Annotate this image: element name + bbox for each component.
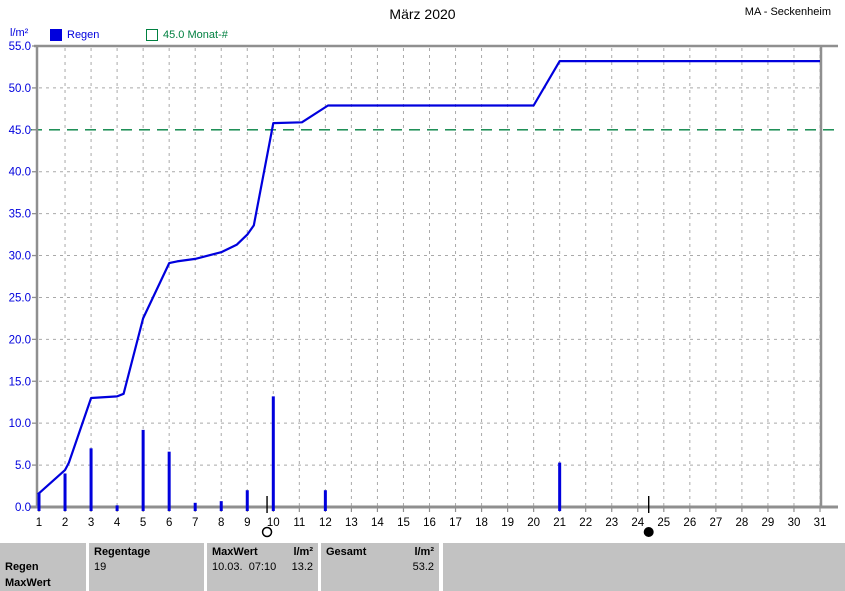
- svg-text:9: 9: [244, 517, 250, 529]
- svg-text:2: 2: [62, 517, 68, 529]
- svg-text:1: 1: [36, 517, 42, 529]
- station-label: MA - Seckenheim: [744, 6, 831, 18]
- cumulative-rain-line: [36, 59, 820, 496]
- maxwert-unit: l/m²: [293, 546, 313, 558]
- maxwert-amount: 13.2: [291, 561, 313, 573]
- gesamt-header: Gesamt: [326, 546, 367, 558]
- maxwert-value-row: 10.03. 07:10 13.2: [212, 560, 313, 574]
- y-axis-unit-label: l/m²: [10, 27, 29, 39]
- rain-bar-day-10: [271, 396, 275, 511]
- svg-text:8: 8: [218, 517, 224, 529]
- svg-text:13: 13: [345, 517, 358, 529]
- legend-item-regen: Regen: [50, 28, 99, 42]
- rain-bar-day-4: [115, 505, 119, 511]
- monat-reference-swatch-icon: [146, 29, 158, 41]
- svg-text:21: 21: [553, 517, 566, 529]
- rain-bar-day-21: [558, 462, 562, 511]
- rain-bar-day-3: [89, 448, 93, 511]
- svg-text:45.0: 45.0: [9, 125, 31, 137]
- y-axis-ticks-and-labels: 0.0 5.0 10.0 15.0 20.0 25.0 30.0 35.0 40.0 45.0 50…: [9, 41, 37, 514]
- summary-row-labels-column: Regen MaxWert: [0, 543, 86, 591]
- legend-item-monat-reference: 45.0 Monat-#: [146, 28, 228, 42]
- rain-bar-day-6: [167, 451, 171, 511]
- gesamt-value-row: 53.2: [326, 560, 434, 574]
- rain-bar-day-9: [245, 490, 249, 511]
- regen-swatch-icon: [50, 29, 62, 41]
- summary-column-maxwert: MaxWert l/m² 10.03. 07:10 13.2: [207, 543, 318, 591]
- gesamt-header-row: Gesamt l/m²: [326, 545, 434, 559]
- svg-text:4: 4: [114, 517, 121, 529]
- svg-text:11: 11: [293, 517, 305, 529]
- svg-text:0.0: 0.0: [15, 502, 31, 514]
- gesamt-amount: 53.2: [412, 561, 434, 573]
- summary-column-regentage: Regentage 19: [89, 543, 204, 591]
- summary-table: Regen MaxWert Regentage 19 MaxWert l/m² 1…: [0, 543, 845, 591]
- svg-text:10.0: 10.0: [9, 418, 31, 430]
- svg-text:18: 18: [475, 517, 488, 529]
- svg-text:20: 20: [527, 517, 540, 529]
- svg-text:22: 22: [579, 517, 592, 529]
- rain-bar-day-2: [63, 473, 67, 511]
- svg-text:15.0: 15.0: [9, 376, 31, 388]
- maxwert-datetime: 10.03. 07:10: [212, 561, 277, 573]
- svg-text:15: 15: [397, 517, 410, 529]
- rain-bar-day-1: [37, 492, 41, 511]
- summary-empty-column: [443, 543, 845, 591]
- gesamt-unit: l/m²: [414, 546, 434, 558]
- daily-rain-bars: [37, 396, 562, 511]
- svg-text:14: 14: [371, 517, 384, 529]
- legend-regen-label: Regen: [67, 29, 100, 41]
- regentage-value: 19: [94, 561, 107, 573]
- svg-text:5.0: 5.0: [15, 460, 31, 472]
- svg-text:31: 31: [814, 517, 827, 529]
- svg-text:26: 26: [683, 517, 696, 529]
- svg-text:16: 16: [423, 517, 436, 529]
- x-axis-ticks-and-labels: 1 2 3 4 5 6 7 8 9 10 11 12 13 14 15 16 17 18 19 20 21 22 23 24 2…: [36, 508, 827, 529]
- svg-text:25: 25: [657, 517, 670, 529]
- summary-column-gesamt: Gesamt l/m² 53.2: [321, 543, 439, 591]
- svg-text:3: 3: [88, 517, 94, 529]
- rain-chart-plot: 0.0 5.0 10.0 15.0 20.0 25.0 30.0 35.0 40.0 45.0 50…: [9, 41, 838, 538]
- svg-text:50.0: 50.0: [9, 83, 31, 95]
- summary-row-label-regen: Regen: [5, 561, 39, 573]
- svg-text:30.0: 30.0: [9, 251, 31, 263]
- svg-text:24: 24: [631, 517, 644, 529]
- new-moon-icon: [643, 527, 654, 537]
- svg-text:40.0: 40.0: [9, 167, 31, 179]
- rain-bar-day-7: [193, 502, 197, 511]
- svg-text:20.0: 20.0: [9, 334, 31, 346]
- svg-text:19: 19: [501, 517, 514, 529]
- maxwert-header: MaxWert: [212, 546, 258, 558]
- svg-text:12: 12: [319, 517, 332, 529]
- axes-frame: [30, 44, 838, 509]
- full-moon-icon: [261, 526, 273, 538]
- summary-empty-header: [5, 545, 81, 559]
- svg-text:7: 7: [192, 517, 198, 529]
- svg-text:28: 28: [736, 517, 749, 529]
- maxwert-header-row: MaxWert l/m²: [212, 545, 313, 559]
- svg-text:55.0: 55.0: [9, 41, 31, 53]
- svg-text:35.0: 35.0: [9, 209, 31, 221]
- regentage-header: Regentage: [94, 546, 151, 558]
- svg-text:25.0: 25.0: [9, 292, 31, 304]
- rain-bar-day-8: [219, 501, 223, 511]
- svg-text:30: 30: [788, 517, 801, 529]
- chart-title: März 2020: [389, 6, 456, 22]
- svg-text:29: 29: [762, 517, 775, 529]
- rain-bar-day-12: [323, 490, 327, 511]
- svg-text:27: 27: [709, 517, 722, 529]
- svg-text:17: 17: [449, 517, 462, 529]
- svg-text:10: 10: [267, 517, 280, 529]
- svg-text:6: 6: [166, 517, 172, 529]
- rain-bar-day-5: [141, 429, 145, 511]
- svg-text:5: 5: [140, 517, 146, 529]
- svg-text:23: 23: [605, 517, 618, 529]
- summary-row-label-maxwert: MaxWert: [5, 577, 51, 589]
- moon-phase-markers: [261, 496, 654, 538]
- legend-monat-label: 45.0 Monat-#: [163, 29, 228, 41]
- gridlines: [39, 48, 821, 506]
